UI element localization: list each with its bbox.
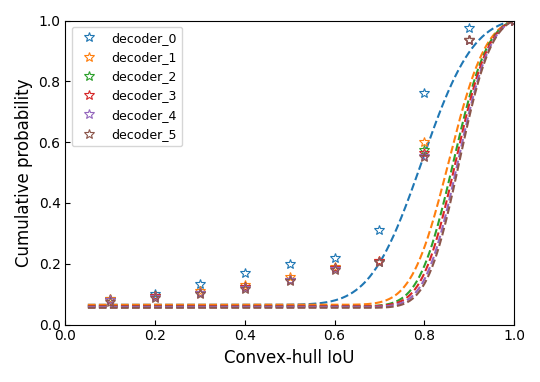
decoder_5 [421,155,428,160]
decoder_2 [107,297,113,302]
decoder_5 [152,296,158,300]
decoder_0 [197,281,203,286]
Line: decoder_0: decoder_0 [105,16,519,304]
decoder_1 [466,38,472,42]
decoder_4 [286,278,293,283]
decoder_5 [511,18,517,23]
decoder_1 [511,18,517,23]
decoder_3 [286,277,293,282]
decoder_0 [332,256,338,260]
decoder_4 [107,298,113,303]
decoder_2 [511,18,517,23]
decoder_1 [332,264,338,269]
decoder_4 [241,286,248,290]
decoder_4 [376,260,383,265]
decoder_2 [286,277,293,282]
decoder_3 [421,151,428,155]
decoder_5 [241,286,248,291]
decoder_5 [376,260,383,265]
decoder_0 [421,91,428,96]
X-axis label: Convex-hull IoU: Convex-hull IoU [225,349,355,367]
Line: decoder_2: decoder_2 [105,16,519,304]
decoder_2 [376,260,383,265]
decoder_0 [286,261,293,266]
decoder_2 [197,290,203,295]
decoder_0 [241,270,248,275]
decoder_2 [152,294,158,299]
decoder_3 [197,290,203,295]
decoder_3 [466,38,472,42]
Line: decoder_3: decoder_3 [105,16,519,304]
decoder_1 [241,283,248,287]
Line: decoder_1: decoder_1 [105,16,519,304]
decoder_1 [152,293,158,298]
Y-axis label: Cumulative probability: Cumulative probability [15,78,33,267]
decoder_1 [421,140,428,144]
decoder_0 [376,228,383,233]
Line: decoder_5: decoder_5 [105,16,519,307]
decoder_5 [286,279,293,283]
decoder_2 [421,147,428,152]
decoder_4 [511,18,517,23]
decoder_5 [107,299,113,304]
decoder_2 [466,38,472,42]
decoder_3 [241,285,248,290]
decoder_1 [286,275,293,280]
decoder_4 [332,267,338,272]
decoder_0 [152,292,158,296]
decoder_3 [107,297,113,302]
decoder_5 [466,38,472,42]
decoder_1 [107,296,113,301]
decoder_4 [421,154,428,158]
decoder_0 [511,18,517,23]
decoder_4 [197,291,203,295]
decoder_0 [466,26,472,31]
decoder_1 [197,289,203,293]
decoder_0 [107,296,113,301]
decoder_2 [332,266,338,270]
decoder_3 [376,259,383,263]
decoder_3 [332,266,338,270]
decoder_5 [197,291,203,296]
decoder_5 [332,267,338,272]
Legend: decoder_0, decoder_1, decoder_2, decoder_3, decoder_4, decoder_5: decoder_0, decoder_1, decoder_2, decoder… [72,27,182,146]
decoder_3 [511,18,517,23]
decoder_4 [466,38,472,42]
decoder_1 [376,259,383,263]
Line: decoder_4: decoder_4 [105,16,519,305]
decoder_4 [152,295,158,299]
decoder_2 [241,284,248,289]
decoder_3 [152,294,158,299]
